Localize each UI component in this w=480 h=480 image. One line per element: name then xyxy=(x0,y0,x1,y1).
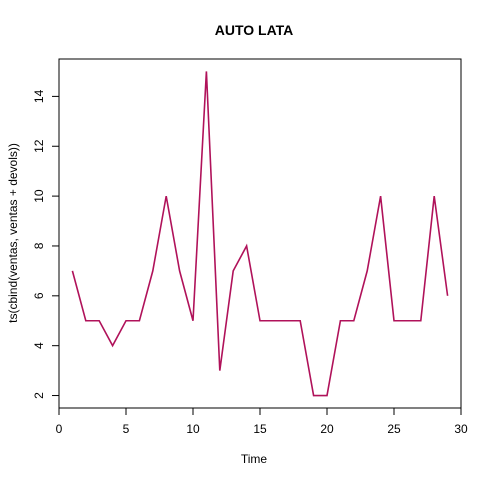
x-tick-label: 5 xyxy=(123,422,130,436)
y-axis: 2 4 6 8 10 12 14 xyxy=(32,89,60,399)
x-axis: 0 5 10 15 20 25 30 xyxy=(56,407,468,436)
plot-frame xyxy=(58,58,462,409)
y-tick-label: 2 xyxy=(32,392,46,399)
y-tick-label: 14 xyxy=(32,89,46,103)
x-tick-label: 0 xyxy=(56,422,63,436)
chart-title: AUTO LATA xyxy=(215,22,294,38)
x-tick-label: 20 xyxy=(320,422,334,436)
y-tick-label: 8 xyxy=(32,242,46,249)
x-tick-label: 10 xyxy=(186,422,200,436)
y-tick-label: 12 xyxy=(32,139,46,153)
series-line-0 xyxy=(71,71,449,397)
x-tick-label: 25 xyxy=(387,422,401,436)
x-tick-label: 30 xyxy=(454,422,468,436)
y-tick-label: 6 xyxy=(32,292,46,299)
y-tick-label: 10 xyxy=(32,189,46,203)
x-tick-label: 15 xyxy=(253,422,267,436)
series-layer xyxy=(71,71,449,397)
y-tick-label: 4 xyxy=(32,342,46,349)
x-axis-label: Time xyxy=(241,452,268,466)
y-axis-label: ts(cbind(ventas, ventas + devols)) xyxy=(6,143,20,323)
